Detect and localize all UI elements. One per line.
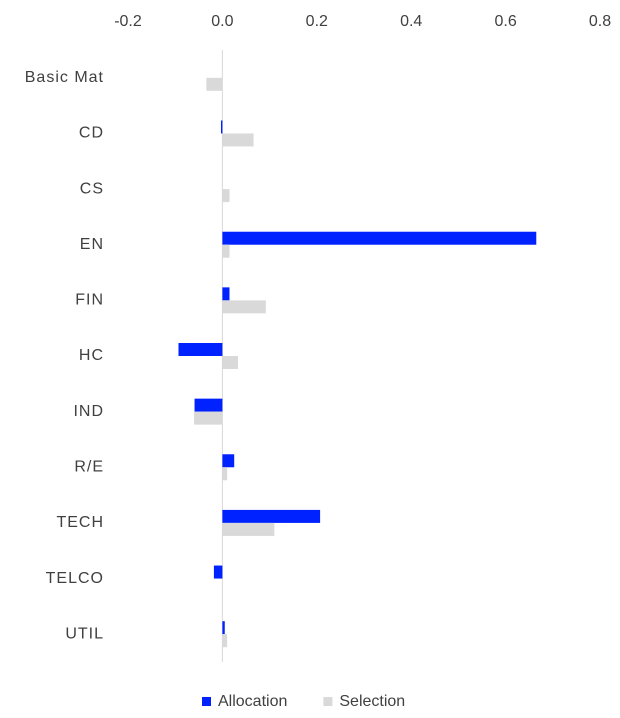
bar (222, 231, 537, 245)
y-tick-label: FIN (75, 292, 104, 309)
bar (222, 244, 230, 258)
x-tick-label: 0.2 (306, 13, 328, 30)
legend-swatch (323, 697, 333, 706)
bar (220, 120, 223, 134)
bar (178, 343, 223, 356)
y-tick-label: R/E (74, 458, 104, 475)
bar (222, 509, 321, 523)
bar (206, 77, 223, 91)
x-tick-label: 0.0 (211, 13, 233, 30)
y-tick-label: HC (79, 347, 104, 364)
bar (194, 411, 223, 425)
bar (222, 634, 228, 648)
bar (213, 565, 223, 579)
y-tick-label: CD (79, 125, 104, 142)
x-tick-label: 0.4 (400, 13, 422, 30)
y-tick-label: CS (80, 180, 104, 197)
y-tick-label: Basic Mat (25, 69, 104, 86)
y-tick-label: TECH (56, 514, 104, 531)
x-tick-label: -0.2 (114, 13, 142, 30)
x-tick-label: 0.8 (589, 13, 611, 30)
bar (222, 467, 228, 481)
bar (194, 398, 223, 412)
y-tick-label: TELCO (46, 570, 104, 587)
x-tick-label: 0.6 (494, 13, 516, 30)
bar (222, 621, 225, 635)
legend-label: Selection (339, 693, 405, 710)
bar (222, 189, 230, 203)
bar (222, 300, 266, 314)
y-tick-label: UTIL (65, 625, 104, 642)
y-tick-label: EN (80, 236, 104, 253)
bar (222, 356, 238, 369)
y-tick-label: IND (73, 403, 104, 420)
legend-swatch (202, 697, 211, 706)
bar (222, 287, 230, 301)
legend-label: Allocation (218, 693, 287, 710)
bar (222, 454, 235, 468)
bar (222, 133, 254, 147)
bar (222, 522, 275, 536)
